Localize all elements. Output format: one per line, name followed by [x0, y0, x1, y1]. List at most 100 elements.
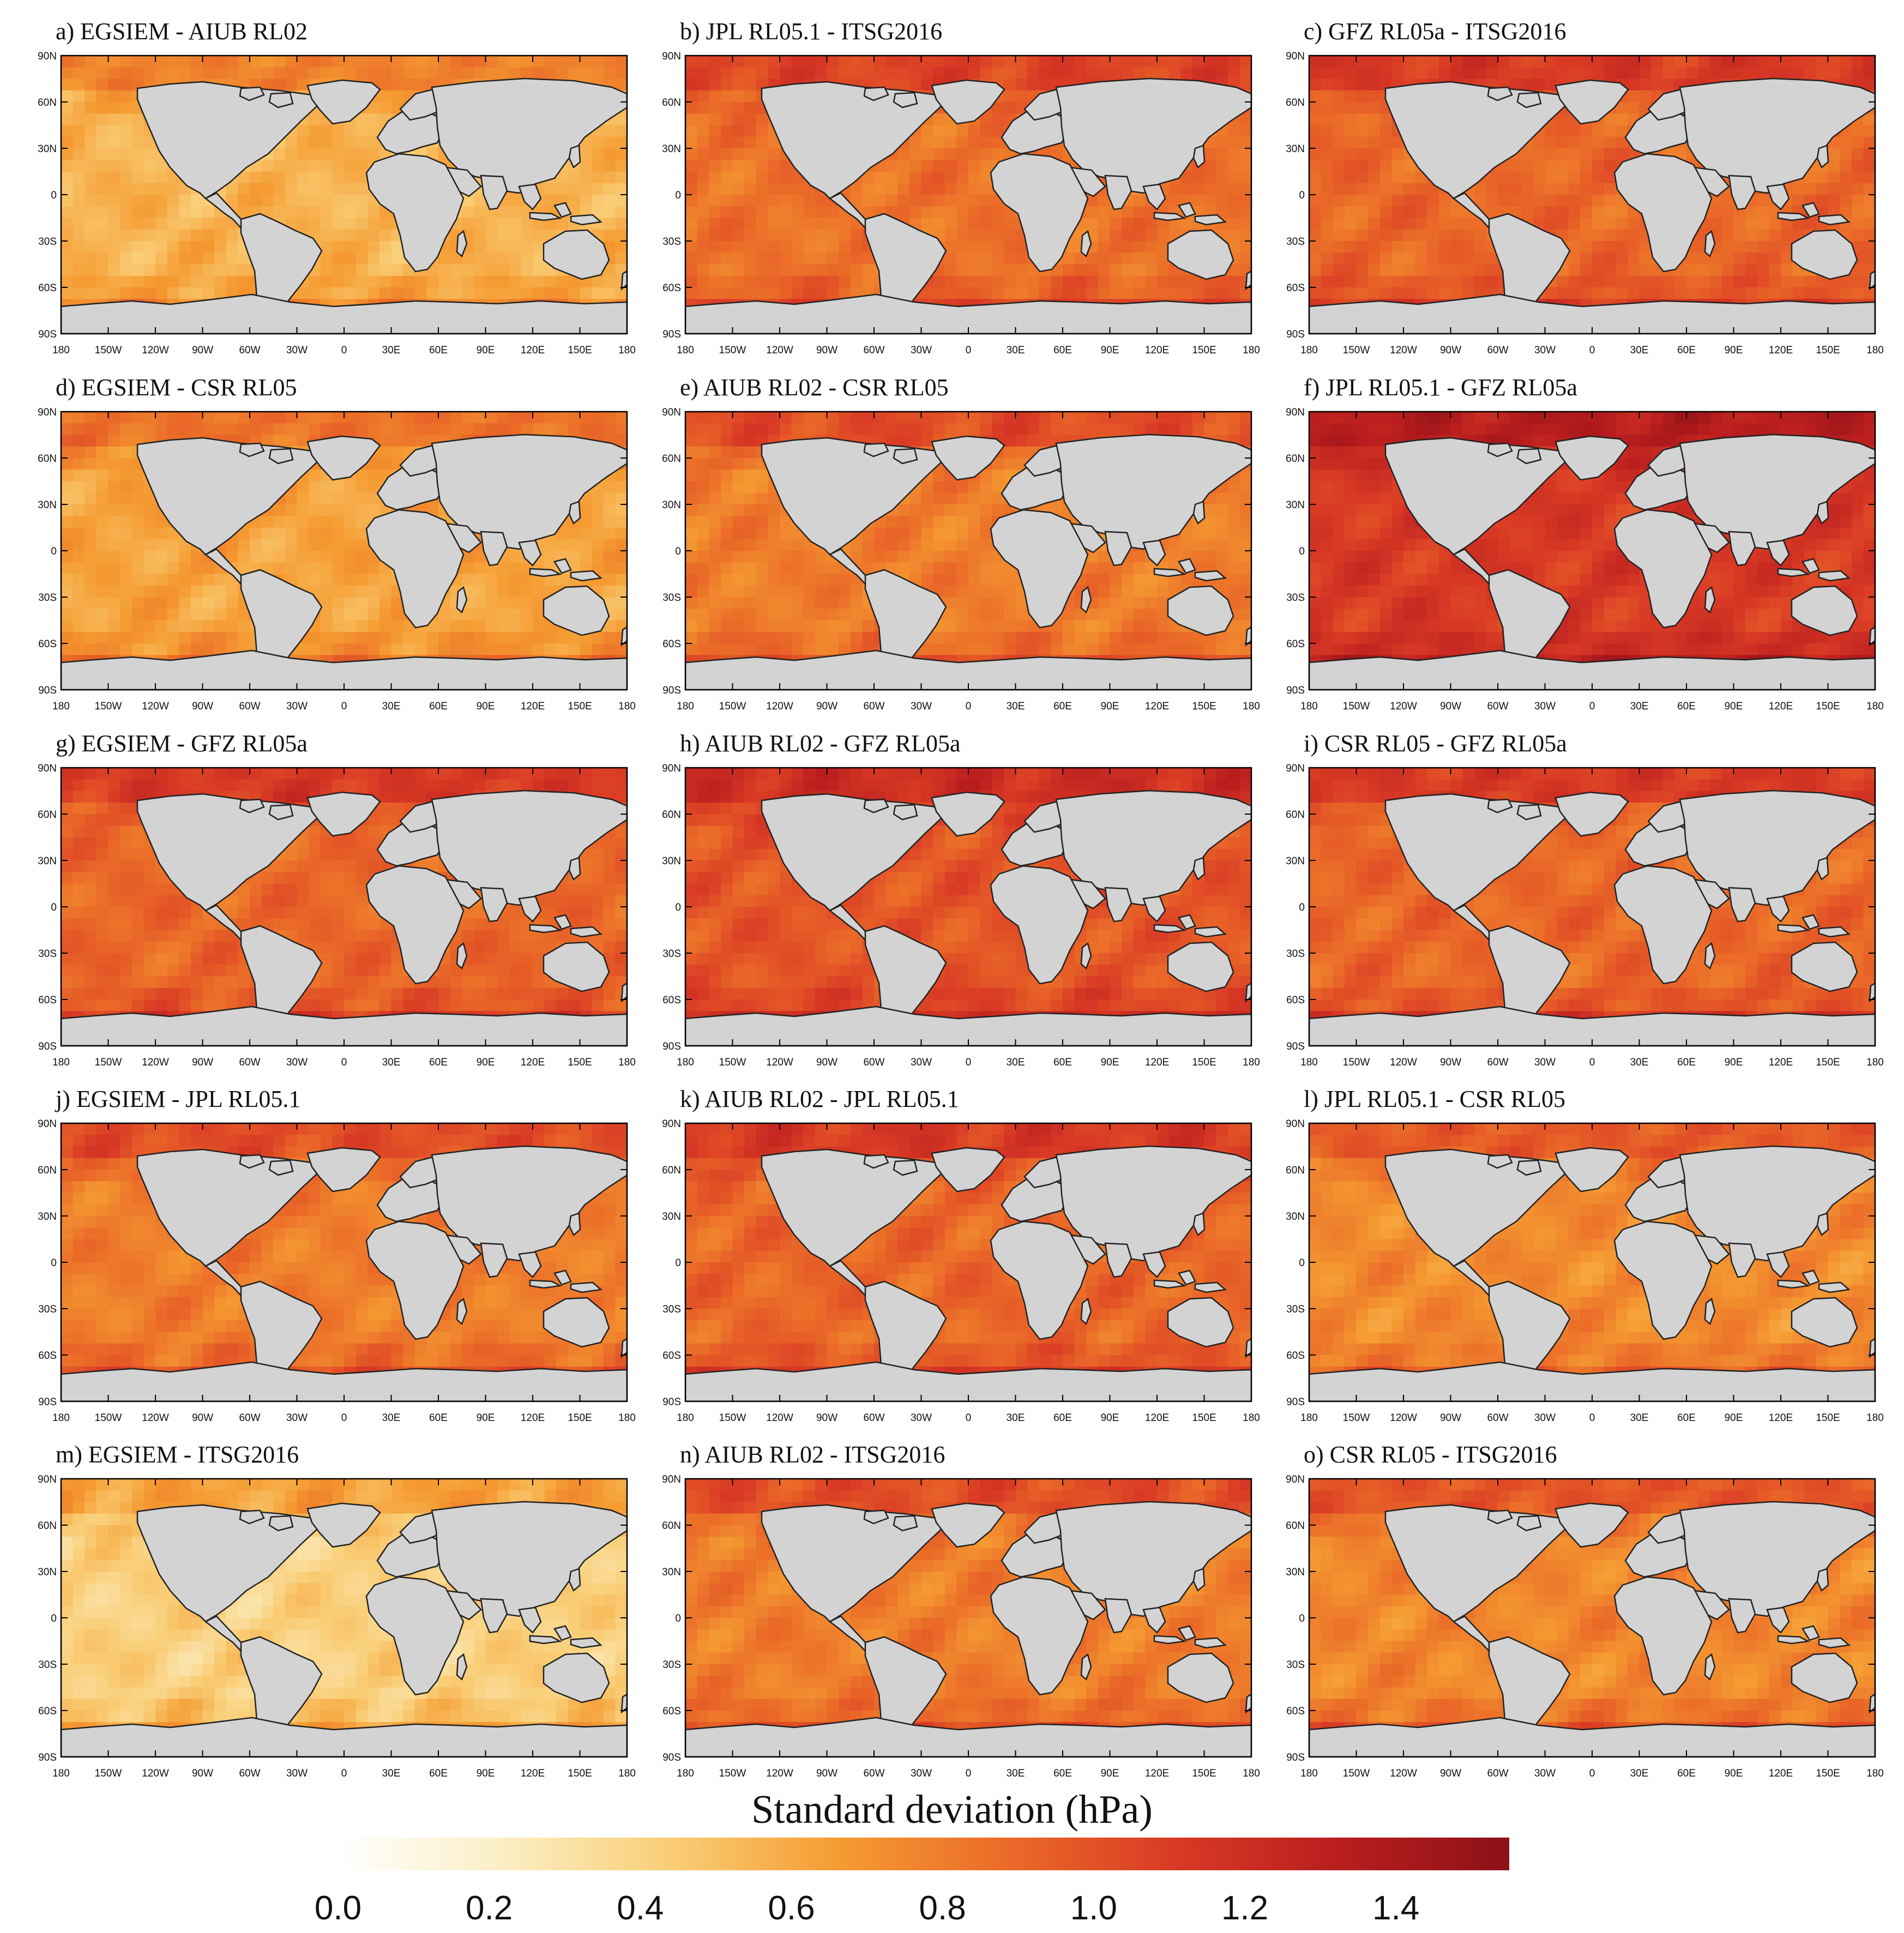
heat-cell [120, 458, 132, 470]
heat-cell [1427, 218, 1439, 230]
heat-cell [956, 171, 969, 184]
heat-cell [202, 241, 215, 253]
heat-cell [155, 516, 168, 528]
heat-cell [238, 195, 250, 207]
heat-cell [956, 218, 969, 230]
heat-cell [297, 183, 309, 195]
heat-cell [1580, 125, 1593, 137]
heat-cell [497, 609, 510, 621]
heat-cell [332, 252, 345, 265]
heat-cell [615, 551, 627, 563]
heat-cell [202, 229, 215, 242]
heat-cell [509, 275, 521, 288]
heat-cell [556, 574, 569, 586]
heat-cell [615, 241, 627, 253]
heat-cell [839, 67, 851, 80]
heat-cell [1745, 67, 1758, 80]
heat-cell [485, 412, 498, 424]
heat-cell [615, 643, 627, 655]
heat-cell [261, 516, 274, 528]
heat-cell [497, 412, 510, 424]
heat-cell [497, 67, 510, 80]
heat-cell [285, 160, 298, 172]
heat-cell [108, 527, 120, 540]
heat-cell [1674, 275, 1687, 288]
heat-cell [803, 206, 816, 219]
heat-cell [1733, 241, 1746, 253]
heat-cell [556, 423, 569, 436]
heat-cell [697, 287, 709, 299]
heat-cell [580, 160, 592, 172]
heat-cell [1521, 56, 1534, 68]
heat-cell [1216, 67, 1228, 80]
heat-cell [414, 275, 427, 288]
heat-cell [1840, 275, 1852, 288]
heat-cell [1580, 136, 1593, 149]
heat-cell [297, 492, 309, 505]
heat-cell [297, 551, 309, 563]
heat-cell [85, 252, 97, 265]
heat-cell [921, 148, 933, 160]
x-tick-label: 180 [52, 701, 70, 712]
heat-cell [309, 148, 321, 160]
heat-cell [756, 67, 768, 80]
heat-cell [1145, 287, 1158, 299]
heat-cell [1757, 229, 1769, 242]
heat-cell [615, 252, 627, 265]
heat-cell [1486, 171, 1498, 184]
heat-cell [120, 287, 132, 299]
heat-cell [780, 252, 792, 265]
heat-cell [297, 148, 309, 160]
heat-cell [1568, 206, 1581, 219]
heat-cell [190, 609, 203, 621]
heat-cell [685, 412, 698, 424]
heat-cell [1533, 171, 1546, 184]
heat-cell [379, 609, 392, 621]
heat-cell [933, 218, 945, 230]
heat-cell [1333, 79, 1345, 91]
heat-cell [709, 90, 721, 103]
heat-cell [462, 218, 474, 230]
heat-cell [815, 206, 828, 219]
heat-cell [768, 171, 780, 184]
heat-cell [1616, 56, 1628, 68]
heat-cell [697, 171, 709, 184]
heat-cell [909, 148, 922, 160]
heat-cell [992, 229, 1004, 242]
heat-cell [1438, 264, 1451, 276]
heat-cell [297, 423, 309, 436]
heat-cell [556, 287, 569, 299]
heat-cell [1015, 412, 1028, 424]
heat-cell [803, 264, 816, 276]
heat-cell [309, 195, 321, 207]
heat-cell [1474, 252, 1486, 265]
heat-cell [1356, 264, 1369, 276]
heat-cell [1356, 79, 1369, 91]
heat-cell [1027, 56, 1040, 68]
heat-cell [73, 287, 85, 299]
heat-cell [697, 275, 709, 288]
heat-cell [1379, 125, 1392, 137]
heat-cell [956, 241, 969, 253]
heat-cell [320, 229, 333, 242]
heat-cell [544, 574, 557, 586]
heat-cell [332, 183, 345, 195]
heat-cell [1015, 287, 1028, 299]
heat-cell [1592, 125, 1605, 137]
x-tick-label: 90W [1440, 345, 1461, 356]
heat-cell [131, 585, 144, 598]
heat-cell [1368, 67, 1381, 80]
heat-cell [1344, 195, 1357, 207]
heat-cell [1157, 264, 1170, 276]
heat-cell [1769, 229, 1781, 242]
heat-cell [391, 609, 403, 621]
heat-cell [1391, 136, 1404, 149]
heat-cell [544, 287, 557, 299]
heat-cell [1356, 125, 1369, 137]
heat-cell [1063, 56, 1075, 68]
heat-cell [533, 264, 545, 276]
heat-cell [909, 67, 922, 80]
heat-cell [827, 412, 839, 424]
heat-cell [744, 113, 757, 126]
heat-cell [685, 252, 698, 265]
